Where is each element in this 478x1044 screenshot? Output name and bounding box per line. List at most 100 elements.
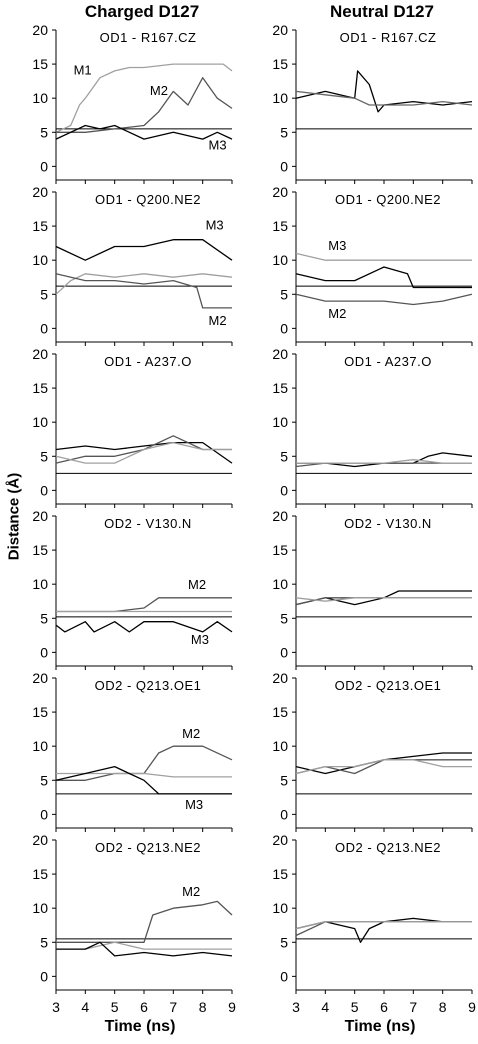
series-line — [295, 917, 472, 943]
y-tick-label: 10 — [272, 738, 288, 754]
y-tick-label: 20 — [32, 346, 48, 362]
x-axis-label-right: Time (ns) — [344, 1018, 416, 1035]
y-tick-label: 20 — [272, 832, 288, 848]
x-tick-label: 6 — [140, 999, 148, 1015]
y-tick-label: 5 — [40, 124, 48, 140]
series-line — [55, 441, 233, 464]
column-title-neutral: Neutral D127 — [330, 2, 434, 21]
series-line — [55, 239, 233, 261]
x-tick-label: 4 — [81, 999, 89, 1015]
y-tick-label: 0 — [40, 644, 48, 660]
panel-title: OD2 - Q213.OE1 — [95, 678, 202, 693]
y-tick-label: 0 — [40, 158, 48, 174]
y-tick-label: 5 — [40, 934, 48, 950]
y-tick-label: 15 — [32, 704, 48, 720]
x-tick-label: 5 — [351, 999, 359, 1015]
y-tick-label: 15 — [272, 56, 288, 72]
y-tick-label: 0 — [280, 968, 288, 984]
panel-title: OD1 - A237.O — [344, 354, 432, 369]
y-tick-label: 0 — [280, 320, 288, 336]
y-tick-label: 15 — [32, 542, 48, 558]
y-tick-label: 5 — [40, 772, 48, 788]
y-tick-label: 5 — [280, 124, 288, 140]
y-tick-label: 20 — [32, 832, 48, 848]
y-tick-label: 20 — [32, 184, 48, 200]
y-tick-label: 15 — [32, 866, 48, 882]
panel-title: OD2 - Q213.OE1 — [335, 678, 442, 693]
y-tick-label: 10 — [32, 900, 48, 916]
y-tick-label: 0 — [280, 158, 288, 174]
y-tick-label: 5 — [40, 610, 48, 626]
series-line — [295, 752, 472, 775]
series-line — [295, 597, 472, 602]
series-label: M3 — [328, 238, 346, 253]
y-tick-label: 20 — [272, 22, 288, 38]
series-line — [55, 124, 233, 140]
x-tick-label: 3 — [292, 999, 300, 1015]
y-tick-label: 0 — [40, 482, 48, 498]
series-line — [56, 941, 233, 957]
series-label: M3 — [209, 137, 227, 152]
y-tick-label: 10 — [32, 90, 48, 106]
x-tick-label: 9 — [468, 999, 476, 1015]
y-tick-label: 20 — [272, 508, 288, 524]
y-tick-label: 10 — [272, 414, 288, 430]
series-line — [295, 266, 472, 289]
series-line — [55, 273, 232, 309]
column-title-charged: Charged D127 — [84, 2, 200, 21]
y-tick-label: 20 — [32, 508, 48, 524]
y-tick-label: 10 — [32, 252, 48, 268]
y-tick-label: 10 — [272, 900, 288, 916]
y-tick-label: 20 — [272, 346, 288, 362]
panel-title: OD1 - Q200.NE2 — [335, 192, 441, 207]
y-tick-label: 15 — [272, 218, 288, 234]
y-tick-label: 10 — [32, 414, 48, 430]
y-tick-label: 10 — [272, 252, 288, 268]
y-tick-label: 20 — [32, 22, 48, 38]
series-line — [56, 597, 232, 613]
series-label: M2 — [328, 306, 346, 321]
y-tick-label: 0 — [40, 320, 48, 336]
series-line — [55, 63, 233, 133]
panel-title: OD1 - R167.CZ — [100, 30, 197, 45]
series-line — [295, 759, 472, 775]
series-line — [295, 252, 472, 261]
y-tick-label: 10 — [272, 576, 288, 592]
series-line — [296, 452, 473, 468]
y-tick-label: 5 — [40, 448, 48, 464]
y-tick-label: 5 — [280, 772, 288, 788]
x-tick-label: 4 — [321, 999, 329, 1015]
y-tick-label: 10 — [272, 90, 288, 106]
y-tick-label: 0 — [280, 644, 288, 660]
y-tick-label: 15 — [272, 866, 288, 882]
y-tick-label: 15 — [32, 218, 48, 234]
panel-title: OD2 - Q213.NE2 — [95, 840, 201, 855]
panel-title: OD1 - R167.CZ — [340, 30, 437, 45]
x-tick-label: 3 — [52, 999, 60, 1015]
series-line — [295, 590, 472, 606]
x-tick-label: 7 — [409, 999, 417, 1015]
x-tick-label: 6 — [380, 999, 388, 1015]
x-tick-label: 5 — [111, 999, 119, 1015]
y-tick-label: 20 — [272, 184, 288, 200]
series-line — [295, 90, 473, 106]
y-tick-label: 15 — [272, 704, 288, 720]
series-label: M3 — [191, 632, 209, 647]
y-tick-label: 15 — [32, 56, 48, 72]
y-tick-label: 0 — [40, 968, 48, 984]
y-tick-label: 15 — [32, 380, 48, 396]
series-line — [56, 745, 233, 781]
series-label: M1 — [74, 62, 92, 77]
series-line — [55, 273, 233, 295]
series-line — [295, 921, 472, 930]
series-line — [295, 921, 472, 937]
y-tick-label: 0 — [280, 482, 288, 498]
series-label: M2 — [182, 884, 200, 899]
panel-title: OD2 - V130.N — [104, 516, 192, 531]
y-tick-label: 5 — [280, 934, 288, 950]
series-label: M2 — [209, 313, 227, 328]
series-line — [55, 765, 232, 795]
series-label: M3 — [185, 797, 203, 812]
series-label: M2 — [182, 726, 200, 741]
